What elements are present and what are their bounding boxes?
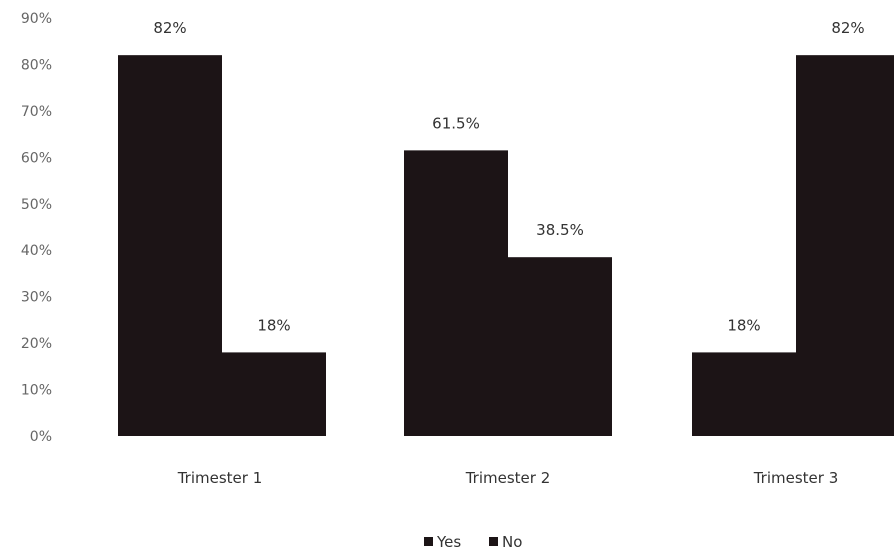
bar-yes-2 [404, 150, 508, 436]
legend-label-no: No [502, 533, 522, 551]
y-tick-label: 20% [21, 336, 52, 352]
data-label-no-3: 82% [831, 19, 864, 37]
data-label-no-2: 38.5% [536, 221, 584, 239]
data-label-yes-1: 82% [153, 19, 186, 37]
y-tick-label: 60% [21, 150, 52, 166]
bar-no-3 [796, 55, 894, 437]
category-label: Trimester 1 [177, 469, 263, 487]
y-tick-label: 30% [21, 290, 52, 306]
bars [118, 55, 894, 437]
legend-swatch-no [489, 537, 498, 546]
bar-yes-1 [118, 55, 222, 437]
data-label-yes-2: 61.5% [432, 114, 480, 132]
y-tick-label: 70% [21, 104, 52, 120]
y-tick-label: 40% [21, 243, 52, 259]
x-axis: Trimester 1 Trimester 2 Trimester 3 [177, 469, 839, 487]
y-tick-label: 50% [21, 197, 52, 213]
bar-no-1 [222, 352, 326, 436]
legend-label-yes: Yes [436, 533, 461, 551]
bar-no-2 [508, 257, 612, 436]
bar-yes-3 [692, 352, 796, 436]
data-label-no-1: 18% [257, 316, 290, 334]
y-tick-label: 10% [21, 383, 52, 399]
legend: Yes No [424, 533, 522, 551]
y-tick-label: 90% [21, 11, 52, 27]
category-label: Trimester 3 [753, 469, 839, 487]
category-label: Trimester 2 [465, 469, 551, 487]
y-tick-label: 0% [30, 429, 52, 445]
legend-swatch-yes [424, 537, 433, 546]
data-label-yes-3: 18% [727, 316, 760, 334]
y-axis: 0% 10% 20% 30% 40% 50% 60% 70% 80% 90% [21, 11, 52, 445]
y-tick-label: 80% [21, 57, 52, 73]
data-labels: 82% 61.5% 18% 18% 38.5% 82% [153, 19, 864, 334]
